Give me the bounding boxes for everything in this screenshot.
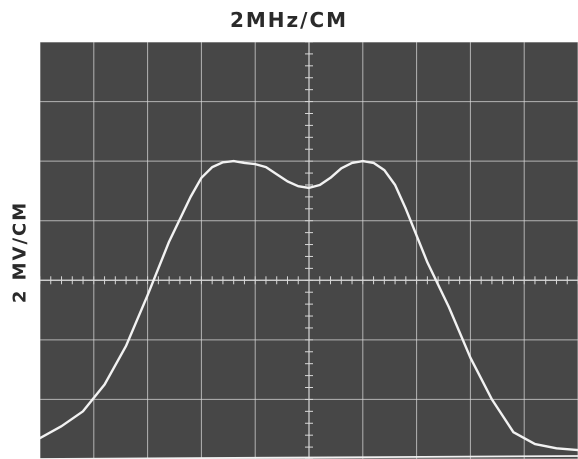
oscilloscope-screen [40,42,578,459]
chart-title: 2MHz/CM [229,8,349,32]
graticule [40,42,578,459]
y-axis-label-container: 2 MV/CM [0,44,40,459]
trace-response-curve [40,159,578,452]
y-axis-label: 2 MV/CM [9,200,31,303]
oscilloscope-plot [40,42,578,459]
